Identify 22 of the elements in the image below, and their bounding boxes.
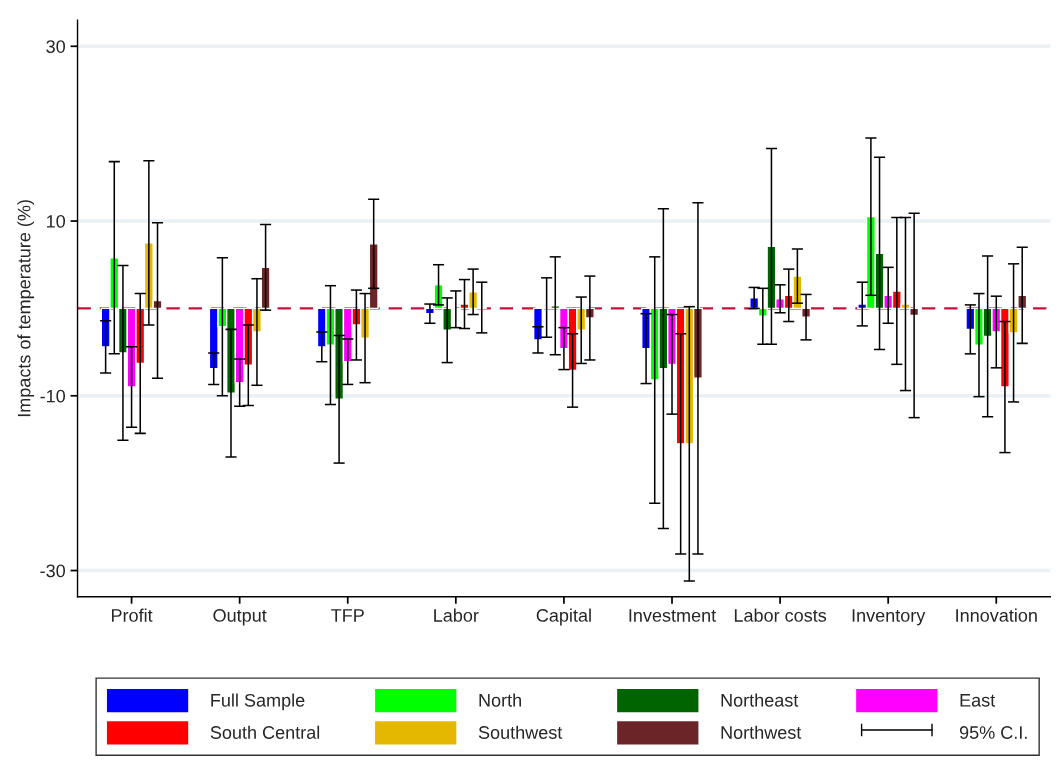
legend-label: Full Sample [211,693,305,711]
x-tick-label: Labor [434,608,479,622]
x-tick-label: Labor costs [734,608,827,622]
text: 95% C.I. [959,726,1027,739]
y-tick-label: 30 [46,40,66,53]
y-tick-label: -10 [40,389,66,403]
x-tick-label: Innovation [956,608,1037,622]
x-tick-label: Investment [629,609,717,622]
legend-label: North [479,693,521,707]
x-tick-label: Inventory [852,609,926,626]
legend-label: Northeast [721,693,799,707]
x-tick-label: Capital [536,608,591,626]
x-tick-label: Output [213,609,267,626]
legend-label: East [960,694,996,707]
legend-label: Northwest [721,725,802,739]
y-tick-label: 10 [47,214,66,228]
x-tick-label: TFP [331,609,364,622]
y-tick-label: -30 [40,564,66,578]
y-axis-title: Impacts of temperature (%) [17,200,35,417]
legend-label: Southwest [478,725,563,739]
legend-label: South Central [210,725,320,739]
x-tick-label: Profit [111,608,153,622]
